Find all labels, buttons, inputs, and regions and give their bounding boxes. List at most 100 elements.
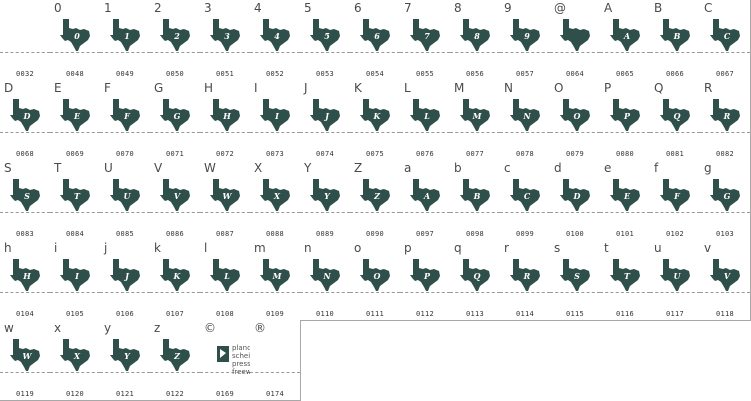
glyph-code: 0122 [165,390,185,398]
glyph-cell[interactable]: I I 0073 [250,80,301,161]
glyph-cell[interactable]: L L 0076 [400,80,451,161]
glyph-cell[interactable]: 7 7 0055 [400,0,451,81]
glyph-cell[interactable]: D D 0068 [0,80,51,161]
glyph-code: 0082 [715,150,735,158]
glyph-cell[interactable]: Z Z 0090 [350,160,401,241]
glyph-cell[interactable]: M M 0077 [450,80,501,161]
glyph-cell[interactable]: H H 0072 [200,80,251,161]
glyph-cell[interactable]: J J 0074 [300,80,351,161]
baseline-guide [700,292,750,293]
glyph-cell[interactable]: m M 0109 [250,240,301,321]
glyph-character-label: m [254,241,266,255]
glyph-cell[interactable]: c C 0099 [500,160,551,241]
glyph-code: 0119 [15,390,35,398]
glyph-cell[interactable]: g G 0103 [700,160,751,241]
glyph-cell[interactable]: 3 3 0051 [200,0,251,81]
glyph-cell[interactable]: 8 8 0056 [450,0,501,81]
glyph-cell[interactable]: ©planck foamscheilady dragon pressfreewa… [200,320,292,401]
glyph-character-label: x [54,321,62,335]
glyph-cell[interactable]: s S 0115 [550,240,601,321]
glyph-cell[interactable]: O O 0079 [550,80,601,161]
glyph-cell[interactable]: r R 0114 [500,240,551,321]
glyph-cell[interactable]: 2 2 0050 [150,0,201,81]
dragon-logo-icon [217,346,229,362]
glyph-letter: Z [173,351,181,361]
glyph-code: 0078 [515,150,535,158]
glyph-cell[interactable]: f F 0102 [650,160,701,241]
glyph-cell[interactable]: S S 0083 [0,160,51,241]
texas-shape-icon: R [510,259,540,291]
glyph-cell[interactable]: d D 0100 [550,160,601,241]
glyph-cell[interactable]: e E 0101 [600,160,651,241]
baseline-guide [150,292,200,293]
glyph-cell[interactable]: X X 0088 [250,160,301,241]
glyph-code: 0057 [515,70,535,78]
glyph-cell[interactable]: G G 0071 [150,80,201,161]
glyph-cell[interactable]: W W 0087 [200,160,251,241]
glyph-cell[interactable]: C C 0067 [700,0,751,81]
glyph-cell[interactable]: T T 0084 [50,160,101,241]
glyph-cell[interactable]: 0032 [0,0,51,81]
glyph-cell[interactable]: x X 0120 [50,320,101,401]
baseline-guide [250,132,300,133]
texas-shape-icon: 7 [410,19,440,51]
glyph-cell[interactable]: 5 5 0053 [300,0,351,81]
glyph-cell[interactable]: U U 0085 [100,160,151,241]
glyph-cell[interactable]: N N 0078 [500,80,551,161]
glyph-code: 0107 [165,310,185,318]
glyph-character-label: D [4,81,14,95]
glyph-cell[interactable]: 9 9 0057 [500,0,551,81]
glyph-cell[interactable]: P P 0080 [600,80,651,161]
glyph-cell[interactable]: ® 0174 [250,320,301,401]
texas-shape-icon: 1 [110,19,140,51]
glyph-cell[interactable]: 4 4 0052 [250,0,301,81]
glyph-letter: Y [324,191,331,201]
glyph-code: 0052 [265,70,285,78]
glyph-cell[interactable]: A A 0065 [600,0,651,81]
glyph-cell[interactable]: v V 0118 [700,240,751,321]
glyph-cell[interactable]: w W 0119 [0,320,51,401]
glyph-cell[interactable]: 0 0 0048 [50,0,101,81]
glyph-cell[interactable]: E E 0069 [50,80,101,161]
glyph-character-label: I [254,81,258,95]
glyph-cell[interactable]: b B 0098 [450,160,501,241]
glyph-cell[interactable]: @0064 [550,0,601,81]
texas-shape-icon: O [360,259,390,291]
texas-shape-icon: L [410,99,440,131]
texas-shape-icon: Y [310,179,340,211]
glyph-cell[interactable]: 6 6 0054 [350,0,401,81]
glyph-cell[interactable]: F F 0070 [100,80,151,161]
texas-shape-icon: N [310,259,340,291]
glyph-code: 0110 [315,310,335,318]
glyph-cell[interactable]: 1 1 0049 [100,0,151,81]
glyph-cell[interactable]: h H 0104 [0,240,51,321]
glyph-code: 0081 [665,150,685,158]
glyph-cell[interactable]: i I 0105 [50,240,101,321]
glyph-cell[interactable]: n N 0110 [300,240,351,321]
glyph-cell[interactable]: y Y 0121 [100,320,151,401]
glyph-cell[interactable]: B B 0066 [650,0,701,81]
glyph-cell[interactable]: p P 0112 [400,240,451,321]
glyph-cell[interactable]: Y Y 0089 [300,160,351,241]
glyph-cell[interactable]: k K 0107 [150,240,201,321]
glyph-cell[interactable]: t T 0116 [600,240,651,321]
glyph-cell[interactable]: z Z 0122 [150,320,201,401]
texas-shape-icon: I [60,259,90,291]
texas-shape-icon: V [160,179,190,211]
glyph-cell[interactable]: K K 0075 [350,80,401,161]
glyph-cell[interactable]: Q Q 0081 [650,80,701,161]
glyph-cell[interactable]: j J 0106 [100,240,151,321]
glyph-character-label: 3 [204,1,212,15]
baseline-guide [550,52,600,53]
glyph-cell[interactable]: V V 0086 [150,160,201,241]
glyph-cell[interactable]: u U 0117 [650,240,701,321]
glyph-cell[interactable]: a A 0097 [400,160,451,241]
glyph-letter: X [73,351,81,361]
glyph-character-label: ® [254,321,266,335]
glyph-cell[interactable]: R R 0082 [700,80,751,161]
texas-shape-icon: 9 [510,19,540,51]
baseline-guide [300,52,350,53]
glyph-cell[interactable]: o O 0111 [350,240,401,321]
glyph-cell[interactable]: l L 0108 [200,240,251,321]
glyph-cell[interactable]: q Q 0113 [450,240,501,321]
